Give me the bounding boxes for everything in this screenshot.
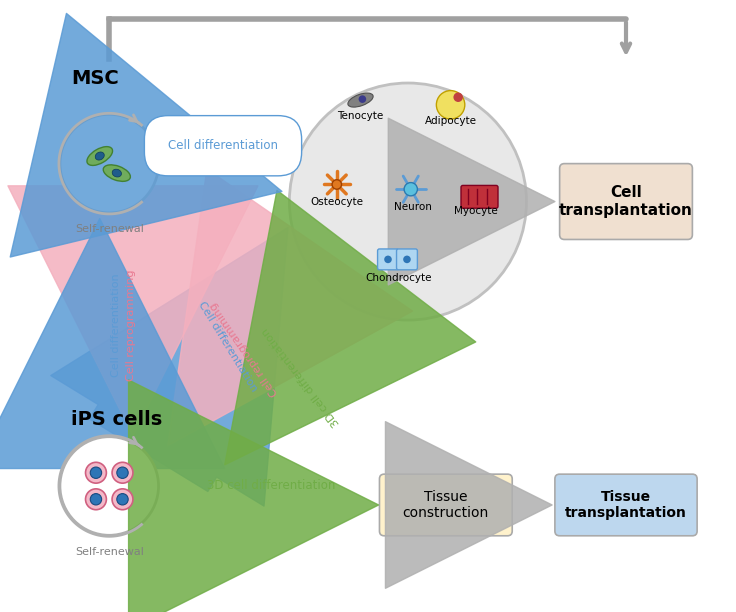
Circle shape bbox=[85, 462, 107, 483]
Circle shape bbox=[112, 462, 133, 483]
Text: Chondrocyte: Chondrocyte bbox=[365, 273, 432, 283]
Text: Osteocyte: Osteocyte bbox=[311, 197, 364, 207]
Circle shape bbox=[358, 95, 367, 103]
Text: MSC: MSC bbox=[71, 69, 119, 88]
Circle shape bbox=[384, 256, 392, 263]
Circle shape bbox=[332, 180, 342, 189]
FancyBboxPatch shape bbox=[378, 249, 398, 270]
Text: 3D cell differentiation: 3D cell differentiation bbox=[208, 479, 336, 491]
Text: Cell reprogramming: Cell reprogramming bbox=[126, 269, 136, 381]
Circle shape bbox=[117, 467, 128, 479]
Text: 3D cell differentiation: 3D cell differentiation bbox=[261, 326, 342, 428]
Circle shape bbox=[60, 114, 158, 213]
FancyBboxPatch shape bbox=[380, 474, 512, 536]
Circle shape bbox=[91, 494, 102, 505]
Text: iPS cells: iPS cells bbox=[71, 410, 163, 429]
FancyBboxPatch shape bbox=[397, 249, 417, 270]
Ellipse shape bbox=[348, 93, 373, 107]
Circle shape bbox=[289, 83, 526, 320]
Text: Adipocyte: Adipocyte bbox=[425, 116, 477, 126]
Text: Tenocyte: Tenocyte bbox=[337, 111, 383, 121]
Text: Cell differentiation: Cell differentiation bbox=[111, 273, 121, 376]
Circle shape bbox=[403, 256, 411, 263]
Circle shape bbox=[453, 92, 463, 102]
Text: Tissue
construction: Tissue construction bbox=[403, 490, 489, 520]
Ellipse shape bbox=[103, 165, 130, 181]
Text: Self-renewal: Self-renewal bbox=[75, 547, 144, 557]
Circle shape bbox=[112, 489, 133, 510]
Text: Cell differentiation: Cell differentiation bbox=[168, 140, 278, 152]
Text: Cell
transplantation: Cell transplantation bbox=[559, 185, 693, 218]
Circle shape bbox=[404, 182, 417, 196]
Ellipse shape bbox=[95, 152, 105, 160]
FancyBboxPatch shape bbox=[559, 163, 693, 239]
Text: Cell reprogramming: Cell reprogramming bbox=[208, 300, 280, 397]
FancyBboxPatch shape bbox=[555, 474, 697, 536]
Text: Tissue
transplantation: Tissue transplantation bbox=[565, 490, 687, 520]
Text: Neuron: Neuron bbox=[394, 201, 431, 212]
Circle shape bbox=[91, 467, 102, 479]
Circle shape bbox=[85, 489, 107, 510]
Text: Self-renewal: Self-renewal bbox=[75, 225, 144, 234]
Text: Myocyte: Myocyte bbox=[454, 206, 498, 216]
Circle shape bbox=[60, 437, 158, 536]
Text: Cell differentiation: Cell differentiation bbox=[197, 299, 259, 393]
Circle shape bbox=[117, 494, 128, 505]
Ellipse shape bbox=[112, 169, 121, 177]
FancyBboxPatch shape bbox=[461, 185, 498, 208]
Ellipse shape bbox=[87, 147, 113, 165]
Circle shape bbox=[436, 91, 465, 119]
